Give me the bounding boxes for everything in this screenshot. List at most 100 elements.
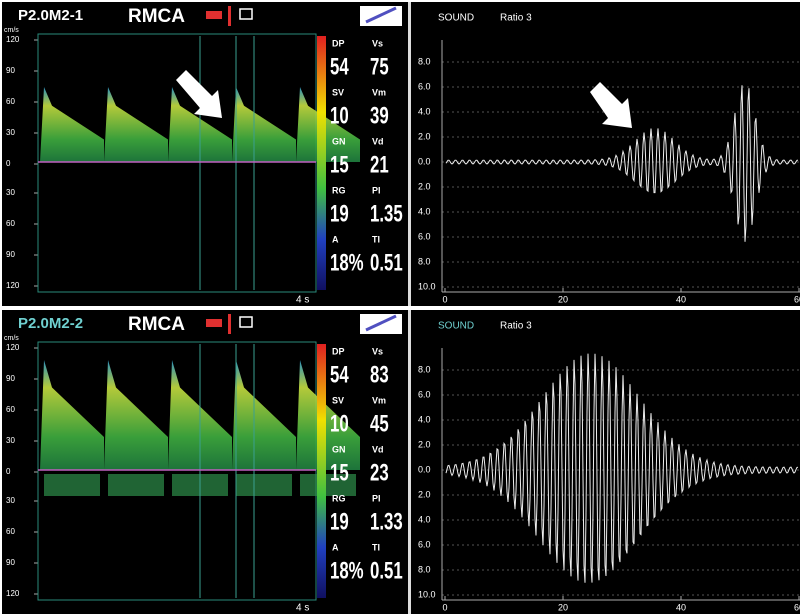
sound-title: SOUND [438, 13, 474, 24]
index-value: 0.51 [370, 557, 403, 584]
param-label: DP [332, 346, 345, 356]
index-label: PI [372, 493, 381, 503]
y-axis-label: 90 [6, 66, 15, 75]
param-label: A [332, 234, 339, 244]
param-value: 10 [330, 410, 349, 437]
time-label: 4 s [296, 295, 309, 306]
sound-y-label: 10.0 [418, 589, 436, 599]
y-axis-label: 60 [6, 527, 15, 536]
index-value: 1.33 [370, 508, 403, 535]
index-value: 1.35 [370, 200, 403, 227]
sound-x-label: 60 [794, 294, 802, 304]
y-axis-label: 90 [6, 374, 15, 383]
sound-y-label: 2.0 [418, 489, 431, 499]
param-value: 15 [330, 459, 349, 486]
y-axis-label: 0 [6, 159, 11, 168]
index-label: Vd [372, 444, 384, 454]
param-value: 18% [330, 249, 364, 276]
sound-title: SOUND [438, 321, 474, 332]
ratio-label: Ratio 3 [500, 13, 532, 24]
y-axis-label: 30 [6, 128, 15, 137]
vessel-label: RMCA [128, 6, 185, 27]
index-label: Vs [372, 346, 383, 356]
y-axis-label: 120 [6, 281, 20, 290]
vessel-label: RMCA [128, 314, 185, 335]
time-label: 4 s [296, 603, 309, 614]
param-label: RG [332, 185, 346, 195]
param-value: 10 [330, 102, 349, 129]
param-label: DP [332, 38, 345, 48]
probe-icon [206, 11, 222, 19]
color-bar [317, 344, 326, 598]
sound-x-label: 60 [794, 602, 802, 612]
divider [408, 2, 411, 306]
doppler-screen: P2.0M2-1RMCAcm/s12090603003060901204 sDP… [0, 0, 802, 615]
spectrum-reverse [236, 474, 292, 496]
y-axis-label: 120 [6, 35, 20, 44]
param-value: 54 [330, 361, 349, 388]
sound-y-label: 2.0 [418, 439, 431, 449]
divider [408, 310, 411, 614]
param-label: SV [332, 87, 344, 97]
index-value: 0.51 [370, 249, 403, 276]
sound-y-label: 10.0 [418, 281, 436, 291]
sound-y-label: 6.0 [418, 231, 431, 241]
index-value: 75 [370, 53, 389, 80]
y-axis-label: 30 [6, 496, 15, 505]
spectrum-reverse [108, 474, 164, 496]
index-value: 83 [370, 361, 389, 388]
sound-x-label: 20 [558, 602, 568, 612]
param-value: 19 [330, 200, 349, 227]
probe-icon [206, 319, 222, 327]
index-label: PI [372, 185, 381, 195]
sound-x-label: 40 [676, 602, 686, 612]
sound-y-label: 8.0 [418, 256, 431, 266]
param-value: 19 [330, 508, 349, 535]
sound-x-label: 0 [442, 294, 447, 304]
sound-x-label: 40 [676, 294, 686, 304]
sound-y-label: 2.0 [418, 181, 431, 191]
param-value: 18% [330, 557, 364, 584]
sound-y-label: 6.0 [418, 389, 431, 399]
y-axis-label: 90 [6, 558, 15, 567]
probe-label: P2.0M2-2 [18, 315, 83, 332]
probe-label: P2.0M2-1 [18, 7, 83, 24]
color-bar [317, 36, 326, 290]
index-value: 39 [370, 102, 389, 129]
param-label: A [332, 542, 339, 552]
index-label: TI [372, 542, 380, 552]
y-axis-label: 120 [6, 343, 20, 352]
param-label: SV [332, 395, 344, 405]
index-value: 45 [370, 410, 389, 437]
sound-y-label: 0.0 [418, 464, 431, 474]
unit-label: cm/s [4, 27, 19, 34]
y-axis-label: 30 [6, 436, 15, 445]
index-label: Vm [372, 395, 386, 405]
probe-icon [228, 314, 231, 334]
sound-y-label: 4.0 [418, 206, 431, 216]
sound-y-label: 6.0 [418, 539, 431, 549]
index-value: 23 [370, 459, 389, 486]
sound-y-label: 4.0 [418, 106, 431, 116]
sound-y-label: 2.0 [418, 131, 431, 141]
y-axis-label: 60 [6, 219, 15, 228]
sound-y-label: 8.0 [418, 56, 431, 66]
index-label: Vm [372, 87, 386, 97]
sound-y-label: 8.0 [418, 364, 431, 374]
param-value: 15 [330, 151, 349, 178]
param-label: GN [332, 136, 346, 146]
y-axis-label: 0 [6, 467, 11, 476]
sound-x-label: 0 [442, 602, 447, 612]
y-axis-label: 90 [6, 250, 15, 259]
y-axis-label: 120 [6, 589, 20, 598]
y-axis-label: 30 [6, 188, 15, 197]
ratio-label: Ratio 3 [500, 321, 532, 332]
index-label: TI [372, 234, 380, 244]
index-value: 21 [370, 151, 389, 178]
probe-icon [228, 6, 231, 26]
param-label: RG [332, 493, 346, 503]
sound-y-label: 8.0 [418, 564, 431, 574]
unit-label: cm/s [4, 335, 19, 342]
sound-y-label: 4.0 [418, 414, 431, 424]
index-label: Vd [372, 136, 384, 146]
